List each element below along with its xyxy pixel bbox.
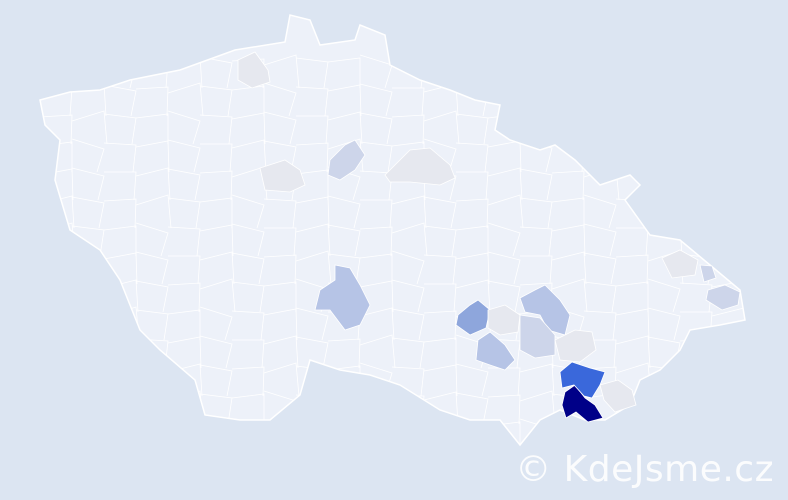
district-level_3[interactable] bbox=[314, 264, 371, 331]
district-level_5[interactable] bbox=[559, 361, 606, 399]
district-level_1[interactable] bbox=[384, 147, 456, 186]
district-level_1[interactable] bbox=[599, 379, 637, 413]
district-level_3[interactable] bbox=[519, 284, 571, 336]
district-level_2[interactable] bbox=[705, 284, 741, 311]
district-level_1[interactable] bbox=[661, 249, 699, 279]
district-level_1[interactable] bbox=[554, 329, 597, 363]
district-level_2[interactable] bbox=[519, 314, 556, 359]
district-level_2[interactable] bbox=[327, 139, 366, 181]
district-level_1[interactable] bbox=[487, 304, 521, 336]
district-level_3[interactable] bbox=[475, 331, 516, 371]
district-level_1[interactable] bbox=[237, 51, 271, 89]
country-outline bbox=[39, 14, 746, 447]
district-level_1[interactable] bbox=[259, 159, 306, 193]
watermark: © KdeJsme.cz bbox=[515, 449, 774, 490]
district-level_2[interactable] bbox=[699, 264, 717, 283]
